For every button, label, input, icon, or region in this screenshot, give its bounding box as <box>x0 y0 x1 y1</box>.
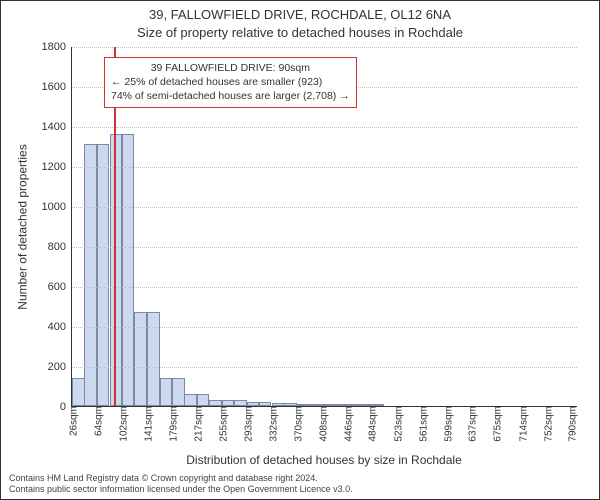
x-tick-label: 714sqm <box>514 406 529 442</box>
x-tick-label: 217sqm <box>189 406 204 442</box>
x-tick-label: 293sqm <box>239 406 254 442</box>
x-tick-label: 637sqm <box>464 406 479 442</box>
x-tick-label: 675sqm <box>489 406 504 442</box>
histogram-bar <box>197 394 210 406</box>
x-tick-label: 408sqm <box>314 406 329 442</box>
chart-title-line2: Size of property relative to detached ho… <box>1 25 599 40</box>
chart-container: 39, FALLOWFIELD DRIVE, ROCHDALE, OL12 6N… <box>0 0 600 500</box>
x-tick-label: 370sqm <box>289 406 304 442</box>
gridline <box>72 207 577 208</box>
gridline <box>72 287 577 288</box>
x-tick-label: 255sqm <box>214 406 229 442</box>
histogram-bar <box>110 134 123 406</box>
y-tick-label: 1200 <box>42 161 72 173</box>
histogram-bar <box>184 394 197 406</box>
y-tick-label: 200 <box>48 361 72 373</box>
x-axis-label: Distribution of detached houses by size … <box>71 453 577 467</box>
x-tick-label: 64sqm <box>89 406 104 436</box>
gridline <box>72 167 577 168</box>
y-tick-label: 1800 <box>42 41 72 53</box>
x-tick-label: 790sqm <box>564 406 579 442</box>
annotation-line: 74% of semi-detached houses are larger (… <box>111 89 350 103</box>
footer-line2: Contains public sector information licen… <box>9 484 353 495</box>
gridline <box>72 367 577 368</box>
attribution-footer: Contains HM Land Registry data © Crown c… <box>9 473 353 496</box>
x-tick-label: 179sqm <box>165 406 180 442</box>
plot-area: 02004006008001000120014001600180026sqm64… <box>71 47 577 407</box>
gridline <box>72 247 577 248</box>
x-tick-label: 446sqm <box>339 406 354 442</box>
y-tick-label: 1400 <box>42 121 72 133</box>
x-tick-label: 102sqm <box>114 406 129 442</box>
gridline <box>72 327 577 328</box>
x-tick-label: 752sqm <box>539 406 554 442</box>
histogram-bar <box>122 134 135 406</box>
x-tick-label: 561sqm <box>414 406 429 442</box>
y-tick-label: 1000 <box>42 201 72 213</box>
x-tick-label: 484sqm <box>364 406 379 442</box>
y-tick-label: 1600 <box>42 81 72 93</box>
chart-title-line1: 39, FALLOWFIELD DRIVE, ROCHDALE, OL12 6N… <box>1 7 599 22</box>
x-tick-label: 141sqm <box>140 406 155 442</box>
x-tick-label: 523sqm <box>389 406 404 442</box>
y-axis-label: Number of detached properties <box>15 47 31 407</box>
x-tick-label: 332sqm <box>265 406 280 442</box>
histogram-bar <box>72 378 85 406</box>
x-tick-label: 599sqm <box>439 406 454 442</box>
gridline <box>72 127 577 128</box>
histogram-bar <box>172 378 185 406</box>
footer-line1: Contains HM Land Registry data © Crown c… <box>9 473 353 484</box>
x-tick-label: 26sqm <box>65 406 80 436</box>
annotation-line: ← 25% of detached houses are smaller (92… <box>111 75 350 89</box>
y-tick-label: 600 <box>48 281 72 293</box>
y-tick-label: 800 <box>48 241 72 253</box>
y-tick-label: 400 <box>48 321 72 333</box>
annotation-box: 39 FALLOWFIELD DRIVE: 90sqm← 25% of deta… <box>104 57 357 108</box>
gridline <box>72 47 577 48</box>
histogram-bar <box>160 378 173 406</box>
annotation-line: 39 FALLOWFIELD DRIVE: 90sqm <box>111 61 350 75</box>
